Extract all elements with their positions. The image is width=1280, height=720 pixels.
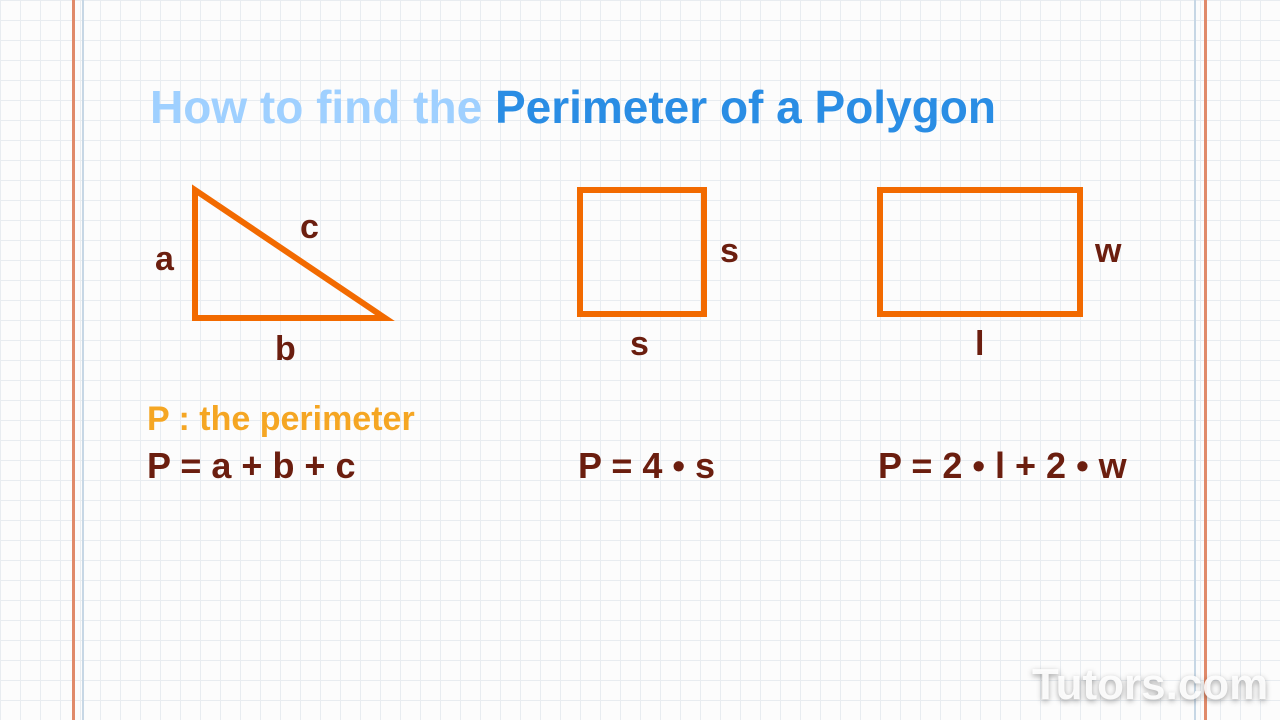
rectangle-label-l: l: [975, 325, 984, 364]
formula-triangle: P = a + b + c: [147, 445, 355, 487]
formula-square: P = 4 • s: [578, 445, 715, 487]
rectangle-label-w: w: [1095, 232, 1121, 271]
perimeter-definition: P : the perimeter: [147, 400, 415, 439]
rectangle-shape: [880, 190, 1080, 314]
triangle-shape: [195, 190, 385, 318]
triangle-label-a: a: [155, 240, 174, 279]
square-label-side-right: s: [720, 232, 739, 271]
shapes-canvas: [0, 0, 1280, 380]
square-label-side-bottom: s: [630, 325, 649, 364]
triangle-label-c: c: [300, 208, 319, 247]
triangle-label-b: b: [275, 330, 296, 369]
watermark-text: Tutors.com: [1032, 660, 1268, 710]
formula-rectangle: P = 2 • l + 2 • w: [878, 445, 1127, 487]
square-shape: [580, 190, 704, 314]
